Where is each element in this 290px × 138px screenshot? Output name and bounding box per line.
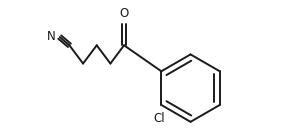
Text: Cl: Cl <box>154 112 165 125</box>
Text: N: N <box>47 30 56 43</box>
Text: O: O <box>119 7 129 20</box>
